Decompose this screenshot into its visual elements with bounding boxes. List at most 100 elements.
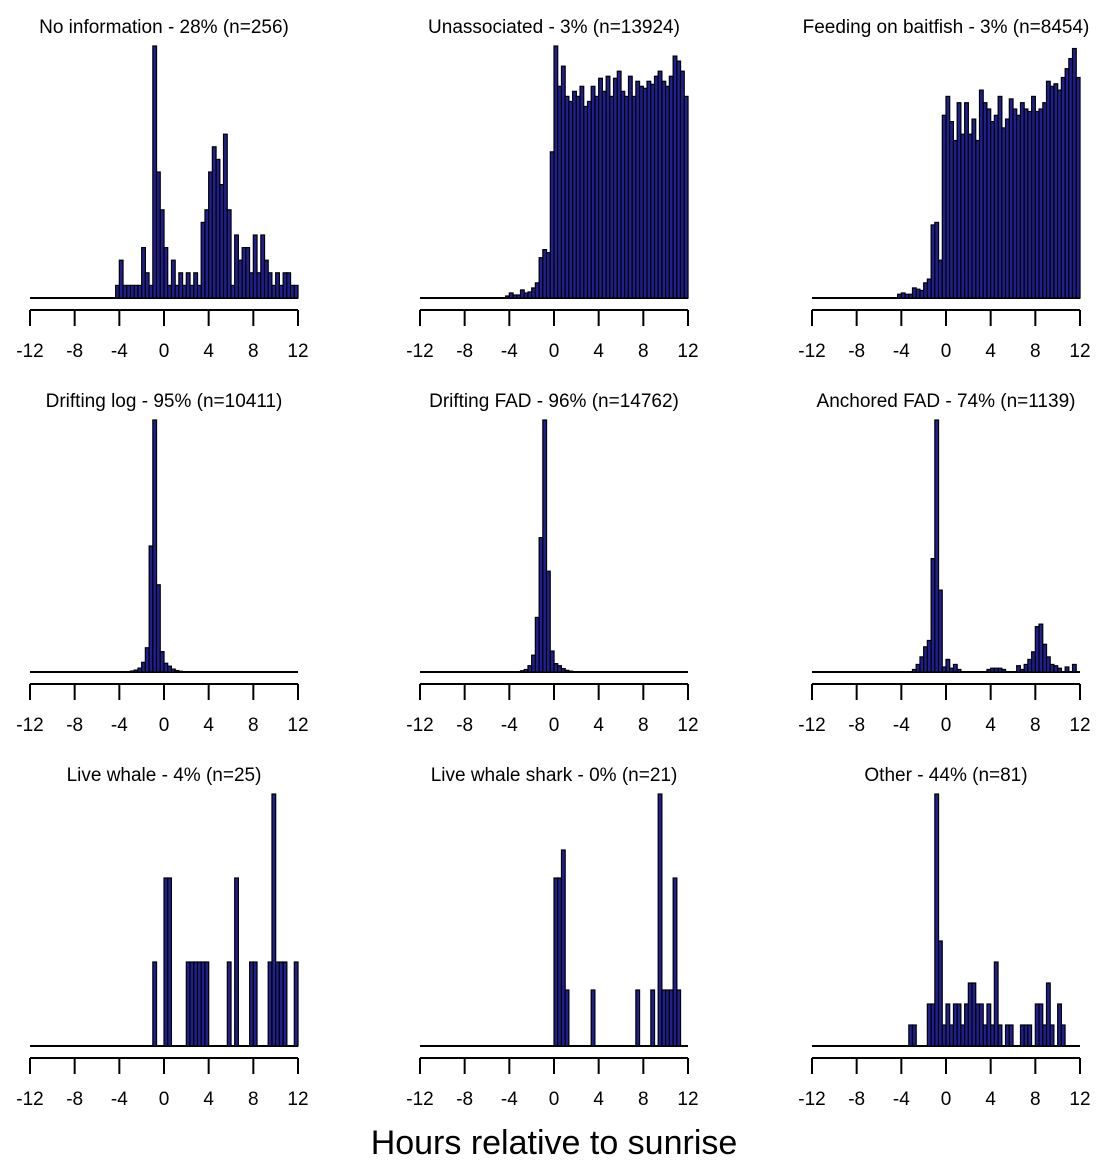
x-tick-label: -8 [848,1089,865,1110]
histogram-bar [118,259,124,299]
histogram-bar [267,272,273,299]
histogram-bar [178,272,184,299]
histogram-bar [668,989,674,1047]
histogram-bar [234,234,239,299]
histogram-bar [937,589,943,673]
histogram-bar [178,670,184,673]
histogram-panel: Drifting FAD - 96% (n=14762) -12 -8 -4 0 4 8 12 [406,391,698,736]
histogram-bar [1045,982,1051,1047]
histogram-bar [226,209,232,299]
histogram-bar [133,284,139,299]
histogram-bar [982,1024,988,1047]
histogram-bar [1027,110,1033,299]
histogram-bar [568,100,574,299]
histogram-bar [534,616,540,673]
histogram-bar [271,793,277,1047]
x-tick-label: 4 [593,341,604,362]
histogram-bar [1060,1024,1066,1047]
histogram-bar [956,668,962,673]
histogram-panel: No information - 28% (n=256) -12 -8 -4 0 4 8 12 [16,17,308,362]
histogram-bar [590,85,596,299]
panel-title: Unassociated - 3% (n=13924) [428,17,680,38]
histogram-bar [952,663,958,673]
x-tick-label: 0 [549,715,560,736]
histogram-bar [568,670,574,673]
histogram-bar [155,584,161,673]
histogram-bar [1038,108,1044,299]
x-tick-label: 0 [549,341,560,362]
x-tick-label: -4 [893,341,910,362]
histogram-bar [672,877,678,1047]
panel-title: Drifting FAD - 96% (n=14762) [429,391,679,412]
x-tick-label: 0 [159,1089,170,1110]
x-tick-label: -8 [66,1089,83,1110]
panel-title: Other - 44% (n=81) [864,765,1027,786]
panel-title: Live whale shark - 0% (n=21) [431,765,678,786]
histogram-bar [904,293,910,299]
x-tick-label: 12 [287,1089,308,1110]
histogram-bar [293,284,299,299]
histogram-bar [557,877,562,1047]
histogram-bar [152,961,158,1047]
panel-title: Drifting log - 95% (n=10411) [46,391,283,412]
histogram-bar [949,1024,954,1047]
x-tick-label: 4 [985,1089,996,1110]
x-tick-label: 8 [1030,341,1041,362]
histogram-bar [1001,668,1007,673]
histogram-bar [915,288,921,299]
x-tick-label: 12 [287,341,308,362]
x-tick-label: -8 [66,715,83,736]
x-tick-label: 4 [985,715,996,736]
histogram-bar [679,70,685,299]
histogram-bar [222,133,228,299]
panel-title: No information - 28% (n=256) [39,17,289,38]
histogram-bar [612,77,618,299]
histogram-bar [1060,76,1066,299]
x-tick-label: 4 [203,341,214,362]
histogram-bar [982,102,988,299]
x-tick-label: -8 [456,341,473,362]
x-tick-label: 0 [941,715,952,736]
histogram-bar [542,419,548,673]
x-tick-label: 12 [287,715,308,736]
histogram-bar [159,651,165,673]
histogram-bar [256,272,262,299]
histogram-bar [657,70,663,299]
x-tick-label: -12 [798,715,825,736]
x-tick-label: -4 [111,715,128,736]
histogram-bar [152,419,158,673]
x-tick-label: -12 [406,341,433,362]
histogram-bar [926,1003,932,1047]
histogram-bar [226,961,232,1047]
histogram-bar [278,284,284,299]
histogram-bar [926,278,932,299]
histogram-bar [937,940,943,1047]
histogram-bar [252,234,258,299]
histogram-bar [1016,665,1021,673]
histogram-bar [252,961,258,1047]
histogram-bar [512,294,518,299]
histogram-panel: Unassociated - 3% (n=13924) -12 -8 -4 0 4 8 12 [406,17,698,362]
histogram-bar [267,961,273,1047]
x-tick-label: 0 [159,715,170,736]
histogram-bar [993,114,999,299]
x-tick-label: 8 [638,1089,649,1110]
x-tick-label: -8 [848,341,865,362]
histogram-bar [523,292,529,299]
histogram-bar [189,961,195,1047]
x-tick-label: -4 [501,341,518,362]
histogram-bar [676,989,682,1047]
histogram-bar [971,118,977,299]
x-tick-label: 0 [941,341,952,362]
histogram-bar [1071,47,1077,299]
histogram-bar [1027,658,1033,673]
histogram-bar [167,284,173,299]
histogram-bar [545,252,551,299]
histogram-bar [926,639,932,673]
x-tick-label: -12 [406,1089,433,1110]
histogram-bar [557,665,562,673]
histogram-bar [937,259,943,299]
x-tick-label: -12 [798,341,825,362]
histogram-bar [1057,667,1062,673]
histogram-bar [234,877,239,1047]
